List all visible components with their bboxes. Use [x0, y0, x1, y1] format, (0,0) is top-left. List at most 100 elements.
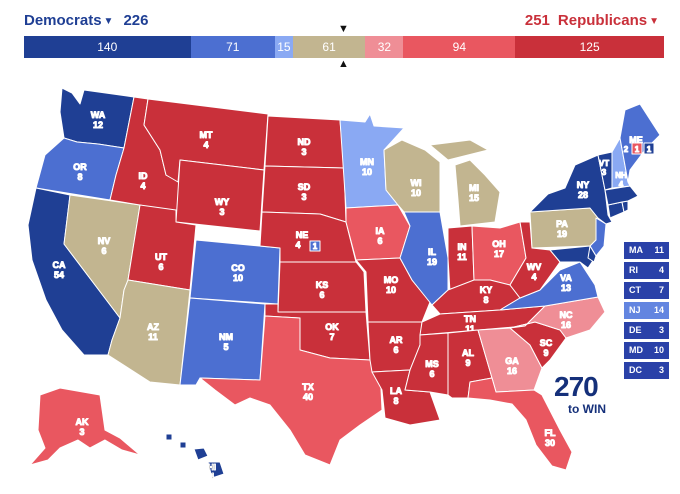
state-mt[interactable]: MT 4 — [143, 98, 269, 183]
state-label-ut: UT 6 — [155, 252, 167, 272]
state-mo[interactable]: MO 10 — [355, 257, 431, 323]
state-label-ca: CA 54 — [53, 260, 66, 280]
state-label-tn: TN 11 — [464, 314, 476, 334]
bar-segment-solid-r: 125 — [515, 36, 664, 58]
state-ca[interactable]: CA 54 — [27, 187, 121, 356]
state-wi[interactable]: WI 10 — [383, 139, 441, 213]
state-pa[interactable]: PA 19 — [529, 207, 599, 249]
state-label-wv: WV 4 — [527, 262, 542, 282]
democrats-dropdown[interactable]: Democrats ▼ 226 — [24, 12, 148, 29]
bar-segment-tossup: 61 — [292, 36, 366, 58]
state-label-co: CO 10 — [231, 263, 245, 283]
state-label-pa: PA 19 — [556, 219, 568, 239]
chevron-down-icon: ▼ — [649, 16, 659, 27]
bar-segment-likely-d: 71 — [190, 36, 275, 58]
state-label-az: AZ 11 — [147, 322, 159, 342]
state-in[interactable]: IN 11 — [447, 225, 475, 293]
state-label-id: ID 4 — [139, 171, 149, 191]
state-fl[interactable]: FL 30 — [467, 377, 573, 471]
us-electoral-map: WA 12 OR 8 CA 54 NV 6 ID 4 MT 4 WY 3 UT 6 AZ 11 C… — [0, 60, 680, 489]
svg-text:1: 1 — [647, 145, 652, 154]
state-label-ms: MS 6 — [425, 359, 439, 379]
state-wy[interactable]: WY 3 — [175, 159, 265, 232]
state-de[interactable] — [587, 245, 597, 263]
state-label-ny: NY 28 — [577, 180, 590, 200]
state-label-vt: VT 3 — [599, 159, 609, 177]
state-az[interactable]: AZ 11 — [107, 279, 191, 386]
democrats-label: Democrats — [24, 12, 102, 29]
state-label-in: IN 11 — [457, 242, 467, 262]
state-oh[interactable]: OH 17 — [471, 221, 527, 286]
bar-segment-solid-d: 140 — [24, 36, 191, 58]
bar-segment-leans-r: 32 — [365, 36, 404, 58]
state-nh[interactable]: NH 4 — [611, 137, 631, 190]
state-label-ar: AR 6 — [390, 335, 403, 355]
state-ne[interactable]: NE 4 — [259, 211, 357, 263]
state-label-nm: NM 5 — [219, 332, 233, 352]
small-state-nj[interactable]: NJ 14 — [624, 302, 669, 319]
state-label-il: IL 19 — [427, 247, 437, 267]
state-label-ak: AK 3 — [76, 417, 89, 437]
small-state-ri[interactable]: RI 4 — [624, 262, 669, 279]
democrats-total: 226 — [123, 12, 149, 29]
state-ut[interactable]: UT 6 — [127, 204, 197, 291]
state-label-mo: MO 10 — [384, 275, 399, 295]
state-mi[interactable]: MI 15 — [429, 139, 501, 227]
state-label-sd: SD 3 — [298, 182, 311, 202]
svg-text:2: 2 — [624, 145, 629, 154]
state-label-sc: SC 9 — [540, 338, 553, 358]
state-ks[interactable]: KS 6 — [277, 261, 367, 313]
state-label-nd: ND 3 — [298, 137, 311, 157]
bar-segment-leans-d: 15 — [274, 36, 293, 58]
state-label-ga: GA 16 — [505, 356, 519, 376]
district-ne-2[interactable]: 1 — [309, 240, 321, 252]
state-sc[interactable]: SC 9 — [509, 321, 567, 369]
state-label-va: VA 13 — [560, 273, 572, 293]
state-label-ok: OK 7 — [325, 322, 339, 342]
state-label-ky: KY 8 — [480, 285, 493, 305]
republicans-dropdown[interactable]: 251 Republicans ▼ — [521, 12, 665, 29]
state-label-wy: WY 3 — [215, 197, 230, 217]
republicans-label: Republicans — [557, 12, 648, 29]
majority-marker-top-icon: ▼ — [338, 23, 349, 35]
small-state-ma[interactable]: MA 11 — [624, 242, 669, 259]
svg-text:1: 1 — [313, 242, 318, 251]
state-label-wa: WA 12 — [91, 110, 106, 130]
small-state-de[interactable]: DE 3 — [624, 322, 669, 339]
state-label-mt: MT 4 — [200, 130, 213, 150]
header-bar: Democrats ▼ 226 251 Republicans ▼ — [0, 0, 680, 32]
state-nd[interactable]: ND 3 — [264, 115, 345, 169]
small-state-md[interactable]: MD 10 — [624, 342, 669, 359]
republicans-total: 251 — [524, 12, 550, 29]
state-label-fl: FL 30 — [545, 428, 556, 448]
svg-text:1: 1 — [635, 145, 640, 154]
state-wa[interactable]: WA 12 — [59, 87, 135, 149]
state-label-nv: NV 6 — [98, 236, 111, 256]
state-vt[interactable]: VT 3 — [597, 151, 613, 191]
state-nm[interactable]: NM 5 — [179, 297, 266, 386]
state-label-la: LA 8 — [390, 386, 402, 406]
small-state-ct[interactable]: CT 7 — [624, 282, 669, 299]
state-tx[interactable]: TX 40 — [199, 315, 383, 466]
270towin-logo: 270 to WIN — [554, 371, 606, 417]
state-sd[interactable]: SD 3 — [261, 165, 347, 223]
state-ia[interactable]: IA 6 — [345, 204, 411, 261]
small-state-dc[interactable]: DC 3 — [624, 362, 669, 379]
electoral-vote-bar: 140 71 15 61 32 94 125 — [24, 36, 664, 58]
state-label-mi: MI 15 — [469, 183, 479, 203]
state-mn[interactable]: MN 10 — [339, 113, 405, 209]
state-label-nh: NH 4 — [615, 171, 627, 189]
state-co[interactable]: CO 10 — [189, 239, 281, 305]
district-me[interactable]: 2 1 1 — [623, 142, 655, 155]
state-label-nc: NC 16 — [560, 310, 573, 330]
state-va[interactable]: VA 13 — [499, 261, 599, 311]
state-label-mn: MN 10 — [360, 157, 374, 177]
state-ny[interactable]: NY 28 — [529, 154, 613, 225]
state-label-ks: KS 6 — [316, 280, 329, 300]
chevron-down-icon: ▼ — [103, 16, 114, 27]
state-label-oh: OH 17 — [492, 239, 506, 259]
state-label-me: ME — [629, 135, 643, 145]
state-hi[interactable]: HI 4 — [165, 433, 225, 482]
state-label-ne: NE 4 — [295, 230, 308, 250]
state-ak[interactable]: AK 3 — [29, 387, 141, 466]
